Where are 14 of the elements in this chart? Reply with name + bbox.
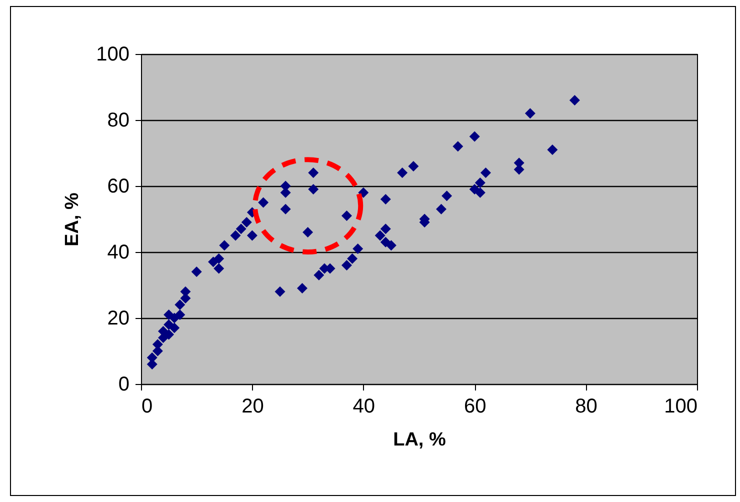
y-axis-title: EA, % — [62, 192, 84, 246]
y-tick-label: 0 — [118, 374, 130, 396]
y-tick-label: 100 — [96, 44, 130, 66]
x-tick-label: 40 — [352, 396, 376, 418]
y-tick-label: 80 — [107, 110, 130, 132]
x-axis-title: LA, % — [393, 430, 446, 450]
x-tick-label: 100 — [664, 396, 698, 418]
y-tick-label: 60 — [107, 176, 130, 198]
y-tick-label: 20 — [107, 308, 130, 330]
x-tick-label: 60 — [464, 396, 486, 418]
x-tick-label: 0 — [142, 396, 153, 418]
x-tick-label: 20 — [242, 396, 264, 418]
x-tick-label: 80 — [575, 396, 598, 418]
y-tick-label: 40 — [107, 242, 130, 264]
